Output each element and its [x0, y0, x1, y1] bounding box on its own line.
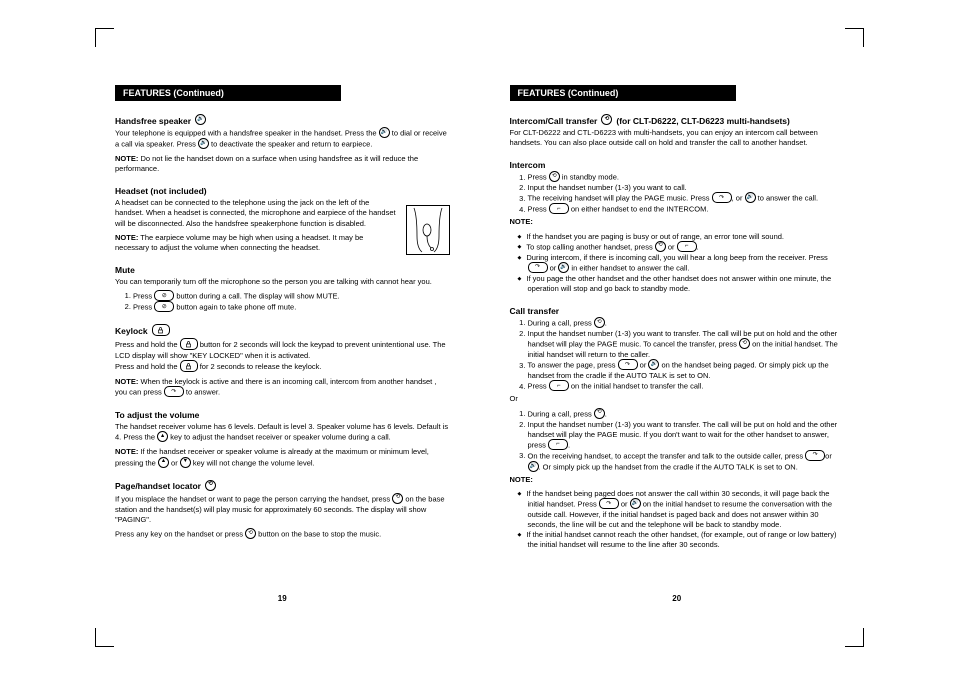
- section-title-call-transfer: Call transfer: [510, 306, 845, 316]
- talk-key-icon: ↷: [528, 262, 548, 273]
- page-key-icon: ⟲: [245, 528, 256, 539]
- speaker-icon: 🔊: [195, 114, 206, 125]
- speaker-icon: 🔊: [558, 262, 569, 273]
- int-key-icon: ⟲: [655, 241, 666, 252]
- keylock-note: NOTE: When the keylock is active and the…: [115, 377, 450, 398]
- section-title-page: Page/handset locator ⟲: [115, 481, 450, 492]
- speaker-icon: 🔊: [198, 138, 209, 149]
- end-key-icon: ⌐: [677, 241, 697, 252]
- page-header: FEATURES (Continued): [510, 85, 736, 101]
- intercom-notes: If the handset you are paging is busy or…: [510, 232, 845, 295]
- intercom-note-label: NOTE:: [510, 217, 845, 227]
- mute-intro: You can temporarily turn off the microph…: [115, 277, 450, 287]
- page-key-icon: ⟲: [392, 493, 403, 504]
- speaker-icon: 🔊: [745, 192, 756, 203]
- intercom-steps: Press ⟲ in standby mode. Input the hands…: [510, 172, 845, 215]
- lock-key-icon: [180, 360, 198, 372]
- mute-steps: Press ⊘ button during a call. The displa…: [115, 291, 450, 313]
- end-key-icon: ⌐: [548, 439, 568, 450]
- page-number: 20: [510, 594, 845, 603]
- section-title-intercom: Intercom: [510, 160, 845, 170]
- title-text: Handsfree speaker: [115, 116, 191, 126]
- headset-illustration: [406, 205, 450, 255]
- page-header: FEATURES (Continued): [115, 85, 341, 101]
- page-body2: Press any key on the handset or press ⟲ …: [115, 529, 450, 540]
- int-key-icon: ⟲: [549, 171, 560, 182]
- section-title-volume: To adjust the volume: [115, 410, 450, 420]
- int-key-icon: ⟲: [739, 338, 750, 349]
- page-19: FEATURES (Continued) Handsfree speaker 🔊…: [115, 85, 450, 553]
- page-number: 19: [115, 594, 450, 603]
- volume-note: NOTE: If the handset receiver or speaker…: [115, 447, 450, 468]
- talk-key-icon: ↷: [599, 498, 619, 509]
- speaker-icon: 🔊: [528, 461, 539, 472]
- ct-note-label: NOTE:: [510, 475, 845, 485]
- call-transfer-steps-alt: During a call, press ⟲. Input the handse…: [510, 409, 845, 473]
- lock-key-icon: [152, 324, 170, 336]
- document-container: FEATURES (Continued) Handsfree speaker 🔊…: [0, 0, 954, 553]
- ct-notes: If the handset being paged does not answ…: [510, 489, 845, 551]
- page-20: FEATURES (Continued) Intercom/Call trans…: [510, 85, 845, 553]
- lock-key-icon: [180, 338, 198, 350]
- vol-up-icon: ▲: [158, 457, 169, 468]
- mute-key-icon: ⊘: [154, 301, 174, 312]
- talk-key-icon: ↷: [805, 450, 825, 461]
- page-body: If you misplace the handset or want to p…: [115, 494, 450, 525]
- page-key-icon: ⟲: [205, 480, 216, 491]
- section-title-keylock: Keylock: [115, 325, 450, 337]
- talk-key-icon: ↷: [712, 192, 732, 203]
- vol-up-icon: ▲: [157, 431, 168, 442]
- vol-down-icon: ▼: [180, 457, 191, 468]
- call-transfer-steps: During a call, press ⟲. Input the handse…: [510, 318, 845, 392]
- title-text: Page/handset locator: [115, 481, 201, 491]
- keylock-body: Press and hold the button for 2 seconds …: [115, 339, 450, 373]
- or-label: Or: [510, 394, 845, 404]
- talk-key-icon: ↷: [618, 359, 638, 370]
- section-title-handsfree: Handsfree speaker 🔊: [115, 115, 450, 126]
- volume-body: The handset receiver volume has 6 levels…: [115, 422, 450, 443]
- talk-key-icon: ↷: [164, 386, 184, 397]
- int-key-icon: ⟲: [594, 408, 605, 419]
- mute-key-icon: ⊘: [154, 290, 174, 301]
- section-title-intercom-transfer: Intercom/Call transfer ⟲ (for CLT-D6222,…: [510, 115, 845, 126]
- handsfree-note: NOTE: Do not lie the handset down on a s…: [115, 154, 450, 174]
- int-key-icon: ⟲: [594, 317, 605, 328]
- headset-body: A headset can be connected to the teleph…: [115, 198, 450, 228]
- speaker-icon: 🔊: [648, 359, 659, 370]
- title-text: Keylock: [115, 326, 148, 336]
- speaker-icon: 🔊: [379, 127, 390, 138]
- section-title-headset: Headset (not included): [115, 186, 450, 196]
- int-key-icon: ⟲: [601, 114, 612, 125]
- section-title-mute: Mute: [115, 265, 450, 275]
- handsfree-body: Your telephone is equipped with a handsf…: [115, 128, 450, 150]
- end-key-icon: ⌐: [549, 203, 569, 214]
- speaker-icon: 🔊: [630, 498, 641, 509]
- headset-note: NOTE: The earpiece volume may be high wh…: [115, 233, 450, 253]
- intercom-transfer-intro: For CLT-D6222 and CTL-D6223 with multi-h…: [510, 128, 845, 148]
- end-key-icon: ⌐: [549, 380, 569, 391]
